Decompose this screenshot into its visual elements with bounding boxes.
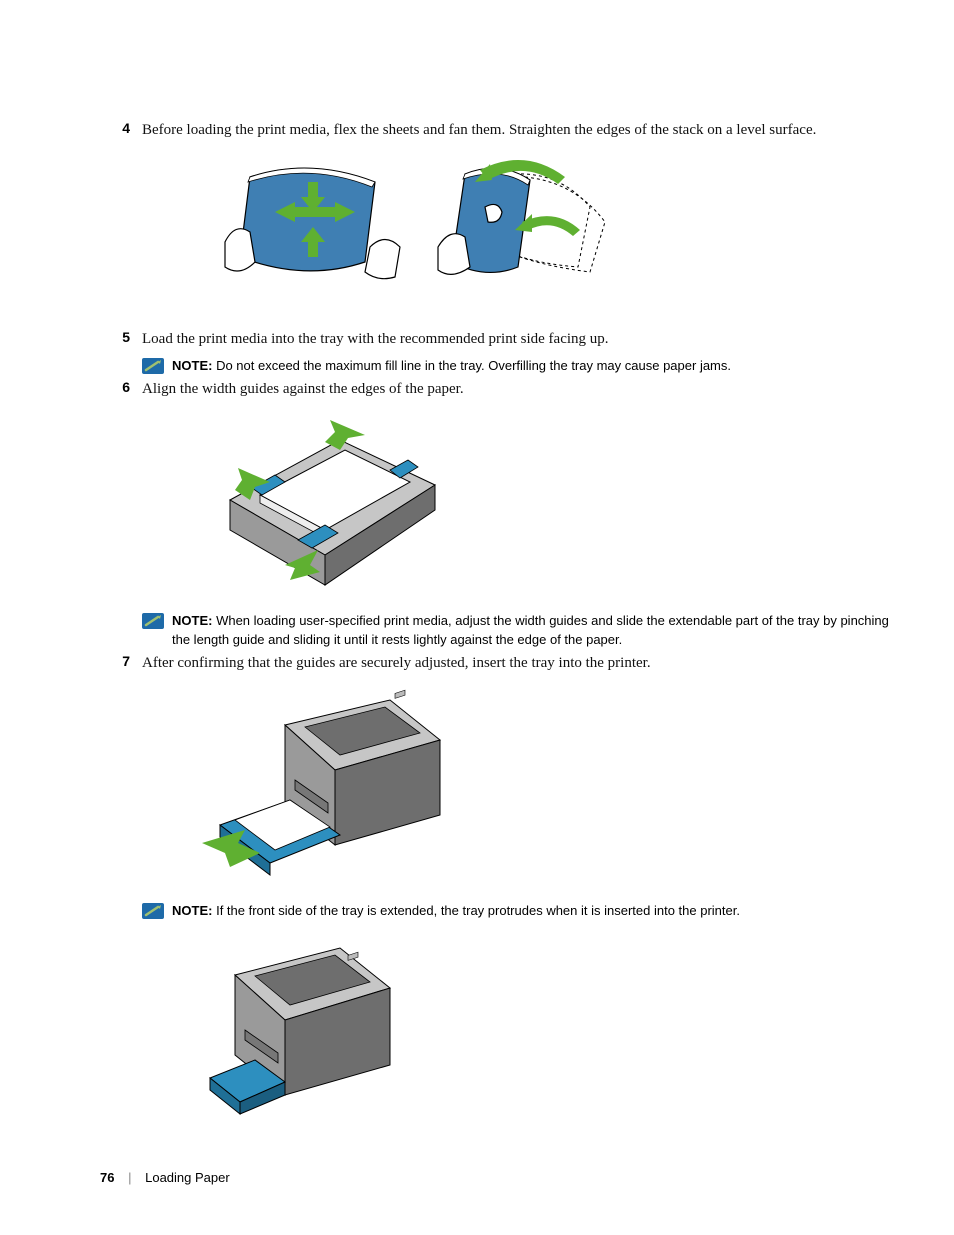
step-5: 5 Load the print media into the tray wit… (100, 329, 894, 351)
note-2-text: NOTE: When loading user-specified print … (172, 612, 894, 648)
note-icon (142, 613, 164, 629)
note-2-body: When loading user-specified print media,… (172, 613, 889, 646)
document-page: 4 Before loading the print media, flex t… (0, 0, 954, 1235)
footer-separator: | (128, 1170, 131, 1185)
note-3-label: NOTE: (172, 903, 212, 918)
note-3: NOTE: If the front side of the tray is e… (142, 902, 894, 920)
figure-flex-fan (220, 152, 894, 317)
step-4-number: 4 (100, 120, 142, 136)
step-7: 7 After confirming that the guides are s… (100, 653, 894, 675)
note-icon (142, 903, 164, 919)
step-7-number: 7 (100, 653, 142, 669)
step-4-text: Before loading the print media, flex the… (142, 120, 894, 142)
note-1-body: Do not exceed the maximum fill line in t… (216, 358, 731, 373)
note-1-label: NOTE: (172, 358, 212, 373)
step-5-number: 5 (100, 329, 142, 345)
note-icon (142, 358, 164, 374)
figure-tray-guides (190, 410, 894, 600)
figure-extended-tray (180, 930, 894, 1135)
step-5-text: Load the print media into the tray with … (142, 329, 894, 351)
note-2: NOTE: When loading user-specified print … (142, 612, 894, 648)
page-number: 76 (100, 1170, 114, 1185)
step-4: 4 Before loading the print media, flex t… (100, 120, 894, 142)
page-footer: 76 | Loading Paper (100, 1170, 230, 1185)
note-3-text: NOTE: If the front side of the tray is e… (172, 902, 894, 920)
step-6-number: 6 (100, 379, 142, 395)
step-6: 6 Align the width guides against the edg… (100, 379, 894, 401)
note-2-label: NOTE: (172, 613, 212, 628)
note-1: NOTE: Do not exceed the maximum fill lin… (142, 357, 894, 375)
step-7-text: After confirming that the guides are sec… (142, 653, 894, 675)
step-6-text: Align the width guides against the edges… (142, 379, 894, 401)
figure-insert-tray (190, 685, 894, 890)
note-3-body: If the front side of the tray is extende… (216, 903, 740, 918)
footer-section: Loading Paper (145, 1170, 230, 1185)
note-1-text: NOTE: Do not exceed the maximum fill lin… (172, 357, 894, 375)
